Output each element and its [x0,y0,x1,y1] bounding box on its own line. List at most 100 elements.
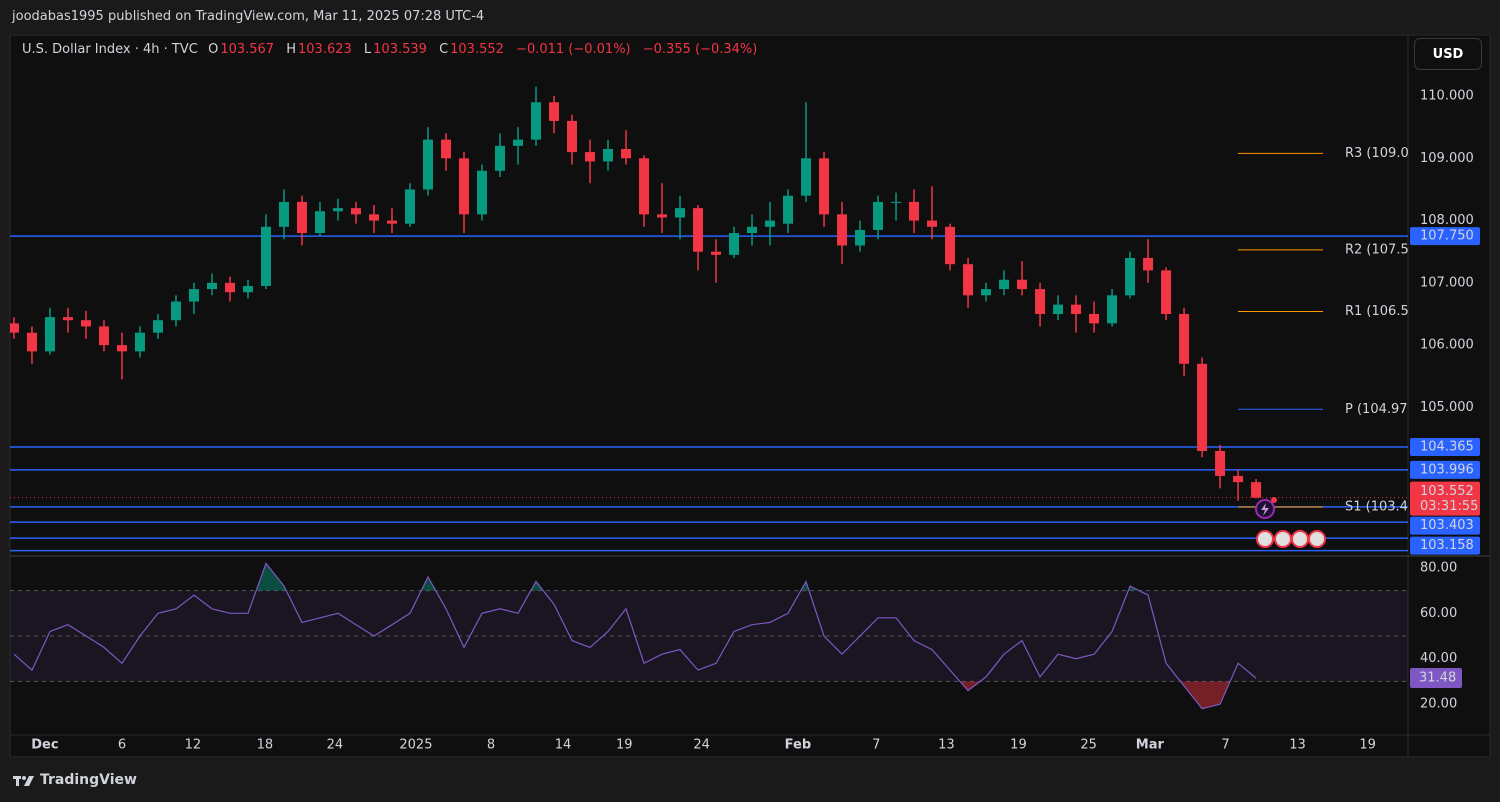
candle-body [458,158,469,215]
x-tick-label: 24 [327,738,344,753]
candle-body [585,152,596,162]
candle-body [1179,313,1190,364]
candle-body [801,158,812,196]
x-tick-label: 2025 [399,738,432,753]
rsi-last-tag [1410,668,1462,689]
y-tick-label: 109.000 [1420,151,1474,166]
candle-body [945,226,956,265]
candle-body [675,208,686,218]
candle-body [404,189,415,224]
legend-label: O [208,42,219,57]
candle-body [909,201,920,221]
x-tick-label: 19 [1010,738,1027,753]
candle-body [116,345,127,352]
rsi-oversold-fill [959,681,1231,709]
y-tick-label: 107.000 [1420,275,1474,290]
rsi-line [13,562,1257,710]
pivot-label: R1 (106.54 [1345,304,1417,319]
candle-body [729,233,740,255]
y-tick-label: 110.000 [1420,89,1474,104]
candle-body [711,251,722,255]
price-pane: R3 (109.08 R2 (107.5 R1 (106.54 P (104.97 S1… [10,86,1417,552]
legend-label: L [363,42,372,57]
legend-value: 103.567 [220,42,275,57]
countdown: 03:31:55 [1420,499,1478,514]
candle-body [314,211,325,234]
rsi-tick-label: 20.00 [1420,697,1457,712]
candle-body [332,208,343,212]
candle-body [765,220,776,227]
brand: TradingView [40,772,137,788]
candle-body [422,139,433,190]
rsi-tick-label: 80.00 [1420,560,1457,575]
level-label: 103.158 [1420,538,1474,553]
candle-body [963,264,974,296]
candle-body [1161,270,1172,314]
candle-body [819,158,830,215]
candle-body [891,201,902,203]
candle-body [206,282,217,290]
x-tick-label: 19 [616,738,633,753]
x-tick-label: 7 [872,738,880,753]
level-tag [1410,536,1480,555]
candle-body [350,208,361,215]
candle-body [62,317,73,321]
x-tick-label: 25 [1080,738,1097,753]
event-dot [1271,497,1277,503]
flag-icon[interactable] [1308,530,1326,548]
x-tick-label: 14 [555,738,572,753]
candle-body [1053,304,1064,314]
candle-body [621,148,632,159]
x-tick-label: Mar [1136,738,1165,753]
candle-body [1035,289,1046,314]
candle-body [603,148,614,162]
candle-body [1017,279,1028,290]
candle-body [747,226,758,234]
x-tick-label: 13 [1289,738,1306,753]
currency-button[interactable]: USD [1414,38,1482,70]
legend-label: H [286,42,296,57]
rsi-tick-label: 60.00 [1420,606,1457,621]
x-tick-label: 18 [257,738,274,753]
rsi-tick-label: 40.00 [1420,651,1457,666]
candle-body [783,195,794,224]
candle-body [1215,451,1226,476]
legend-value: 103.552 [450,42,504,57]
y-tick-label: 105.000 [1420,400,1474,415]
x-tick-label: 19 [1359,738,1376,753]
rsi-last-label: 31.48 [1419,671,1456,686]
pivot-label: R3 (109.08 [1345,146,1417,161]
flag-icon[interactable] [1291,530,1309,548]
candle-body [549,102,560,121]
candle-body [170,301,181,321]
candle-body [1107,295,1118,324]
last-price-label: 103.552 [1420,484,1474,499]
flag-icon[interactable] [1274,530,1292,548]
flag-icon[interactable] [1256,530,1274,548]
candle-body [10,323,19,333]
x-tick-label: 12 [185,738,202,753]
pivot-label: R2 (107.5 [1345,242,1409,257]
candle-body [368,214,379,221]
candle-body [296,201,307,234]
candle-body [513,139,524,146]
candle-body [386,220,397,224]
candle-body [477,170,488,215]
candle-body [134,332,145,352]
lightning [1261,503,1269,516]
level-tag [1410,516,1480,535]
legend-value: 103.539 [373,42,427,57]
candle-body [873,201,884,230]
candle-body [260,226,271,286]
level-tag [1410,437,1480,456]
candle-body [98,326,109,346]
candle-body [927,220,938,227]
candle-body [152,320,163,333]
candle-body [1251,482,1262,498]
legend-value: 103.623 [298,42,352,57]
chart-frame [9,34,1491,758]
candle-body [80,320,91,327]
candle-body [981,289,992,296]
